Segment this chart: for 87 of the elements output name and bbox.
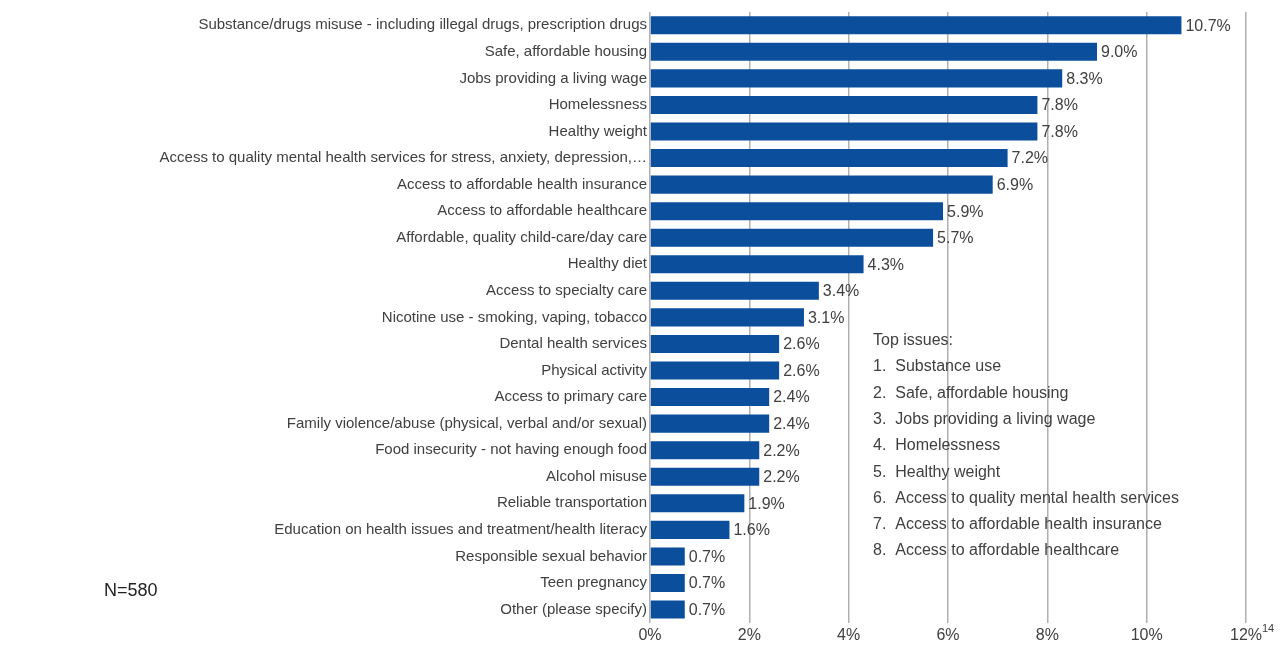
bar bbox=[650, 95, 1038, 114]
x-tick-label: 4% bbox=[837, 625, 861, 643]
bar bbox=[650, 175, 993, 194]
y-tick-label: Access to quality mental health services for stress, anxiety, depression,… bbox=[159, 148, 647, 166]
data-label: 4.3% bbox=[867, 255, 905, 273]
data-label: 2.2% bbox=[763, 441, 800, 459]
y-tick-label: Access to primary care bbox=[494, 387, 647, 405]
x-tick-label: 6% bbox=[936, 625, 960, 643]
annotation: 7. Access to affordable health insurance bbox=[873, 515, 1162, 534]
data-label: 1.6% bbox=[733, 521, 770, 539]
annotation: 6. Access to quality mental health services bbox=[873, 488, 1179, 507]
y-tick-label: Healthy diet bbox=[567, 254, 648, 272]
x-tick-label: 12% bbox=[1229, 625, 1263, 643]
data-label: 2.6% bbox=[783, 335, 820, 353]
bar bbox=[650, 467, 760, 486]
data-label: 2.2% bbox=[763, 468, 800, 486]
data-label: 3.1% bbox=[807, 308, 845, 326]
data-label: 10.7% bbox=[1185, 16, 1231, 34]
text: N=580 bbox=[104, 580, 158, 601]
y-tick-label: Substance/drugs misuse - including illegal drugs, prescription drugs bbox=[198, 15, 647, 33]
annotation: 5. Healthy weight bbox=[873, 462, 1001, 481]
annotation: 3. Jobs providing a living wage bbox=[873, 409, 1096, 428]
bar bbox=[650, 228, 934, 247]
bar bbox=[650, 520, 730, 539]
x-tick-label: 0% bbox=[638, 625, 662, 643]
annotation: Top issues: bbox=[873, 331, 954, 349]
x-tick-label: 8% bbox=[1035, 625, 1059, 643]
y-tick-label: Education on health issues and treatment/health literacy bbox=[274, 519, 648, 537]
bar bbox=[650, 42, 1097, 61]
data-label: 6.9% bbox=[996, 176, 1034, 194]
data-label: 2.4% bbox=[773, 388, 810, 406]
data-label: 2.6% bbox=[783, 361, 820, 379]
y-tick-label: Nicotine use - smoking, vaping, tobacco bbox=[381, 307, 647, 325]
y-tick-label: Alcohol misuse bbox=[546, 466, 647, 484]
bar bbox=[650, 494, 745, 513]
bar bbox=[650, 600, 685, 619]
data-label: 9.0% bbox=[1101, 43, 1138, 61]
annotation: 2. Safe, affordable housing bbox=[873, 383, 1069, 402]
data-label: 2.4% bbox=[773, 415, 810, 433]
y-tick-label: Physical activity bbox=[541, 360, 648, 378]
y-tick-label: Affordable, quality child-care/day care bbox=[396, 227, 647, 245]
data-label: 5.7% bbox=[937, 229, 974, 247]
data-label: 7.8% bbox=[1041, 96, 1078, 114]
bar bbox=[650, 388, 770, 407]
y-tick-label: Dental health services bbox=[499, 334, 647, 352]
bar bbox=[650, 281, 819, 300]
bar bbox=[650, 414, 770, 433]
data-label: 0.7% bbox=[688, 574, 726, 592]
y-tick-label: Reliable transportation bbox=[496, 493, 647, 511]
bar bbox=[650, 122, 1038, 141]
y-tick-label: Food insecurity - not having enough food bbox=[375, 440, 647, 458]
bar bbox=[650, 361, 780, 380]
bar bbox=[650, 573, 685, 592]
y-tick-label: Responsible sexual behavior bbox=[455, 546, 647, 564]
y-tick-label: Healthy weight bbox=[548, 121, 648, 139]
y-tick-label: Family violence/abuse (physical, verbal and/or sexual) bbox=[286, 413, 647, 431]
data-label: 7.2% bbox=[1011, 149, 1049, 167]
y-tick-label: Access to affordable health insurance bbox=[397, 174, 647, 192]
x-tick-label: 2% bbox=[737, 625, 761, 643]
text: 14 bbox=[1262, 622, 1275, 634]
data-label: 5.9% bbox=[947, 202, 984, 220]
annotation: 1. Substance use bbox=[873, 357, 1002, 376]
bar bbox=[650, 255, 864, 274]
y-tick-label: Access to affordable healthcare bbox=[437, 201, 647, 219]
y-tick-label: Jobs providing a living wage bbox=[459, 68, 647, 86]
y-tick-label: Safe, affordable housing bbox=[484, 41, 647, 59]
bar bbox=[650, 69, 1063, 88]
y-tick-label: Homelessness bbox=[548, 95, 647, 113]
data-label: 0.7% bbox=[688, 600, 726, 618]
x-tick-label: 10% bbox=[1130, 625, 1163, 643]
y-tick-label: Teen pregnancy bbox=[540, 573, 648, 591]
data-label: 0.7% bbox=[688, 547, 726, 565]
annotation: 8. Access to affordable healthcare bbox=[873, 541, 1120, 560]
data-label: 8.3% bbox=[1066, 69, 1103, 87]
y-tick-label: Other (please specify) bbox=[500, 599, 647, 617]
bar bbox=[650, 547, 685, 566]
bar bbox=[650, 441, 760, 460]
data-label: 3.4% bbox=[822, 282, 860, 300]
bar bbox=[650, 202, 944, 221]
bar bbox=[650, 149, 1008, 168]
data-label: 1.9% bbox=[748, 494, 785, 512]
annotation: 4. Homelessness bbox=[873, 436, 1001, 455]
y-tick-label: Access to specialty care bbox=[486, 280, 647, 298]
bar bbox=[650, 308, 804, 327]
bar bbox=[650, 334, 780, 353]
data-label: 7.8% bbox=[1041, 122, 1078, 140]
bar bbox=[650, 16, 1182, 35]
